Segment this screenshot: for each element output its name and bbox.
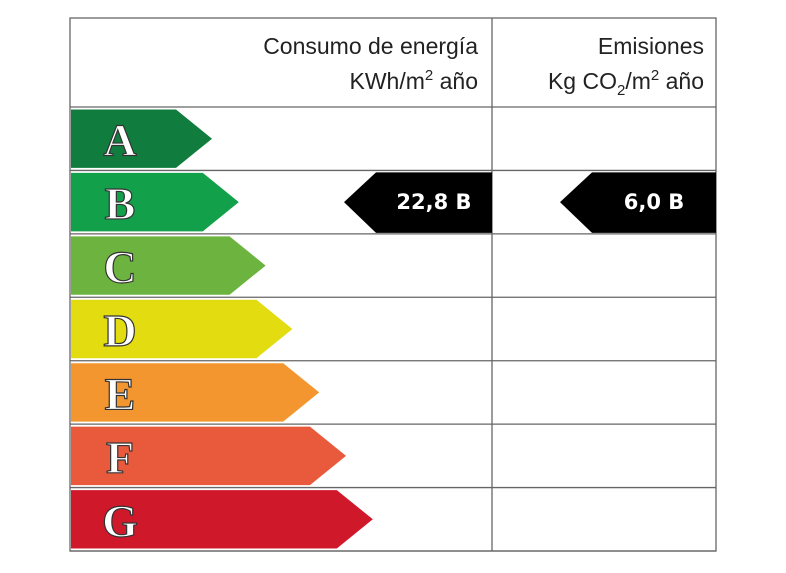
rating-arrow <box>560 172 716 233</box>
class-letter: A <box>103 115 136 166</box>
rating-arrow <box>344 172 492 233</box>
header-unit: KWh/m2 año <box>350 67 479 94</box>
class-letter: B <box>105 178 136 229</box>
header-unit: Kg CO2/m2 año <box>548 67 704 99</box>
unit-part: /m <box>625 68 651 94</box>
class-letter: D <box>103 305 136 356</box>
unit-part: año <box>659 68 704 94</box>
rating-value: 6,0 B <box>624 190 685 214</box>
class-letter: G <box>102 495 138 546</box>
class-arrow <box>71 299 293 359</box>
unit-part: Kg CO <box>548 68 617 94</box>
header-title: Consumo de energía <box>263 33 478 59</box>
unit-sup: 2 <box>651 67 659 84</box>
class-letter: E <box>105 368 136 419</box>
unit-sub: 2 <box>617 82 625 99</box>
class-arrow <box>71 426 346 486</box>
class-letter: F <box>106 432 134 483</box>
unit-sup: 2 <box>425 67 433 84</box>
class-arrow <box>71 109 212 168</box>
header-title: Emisiones <box>598 33 704 59</box>
class-arrow <box>71 172 239 232</box>
class-arrow <box>71 363 320 422</box>
class-arrow <box>71 236 266 295</box>
unit-part: KWh/m <box>350 68 425 94</box>
unit-part: año <box>433 68 478 94</box>
class-arrow <box>71 490 373 549</box>
rating-value: 22,8 B <box>396 190 471 214</box>
class-letter: C <box>103 242 136 293</box>
